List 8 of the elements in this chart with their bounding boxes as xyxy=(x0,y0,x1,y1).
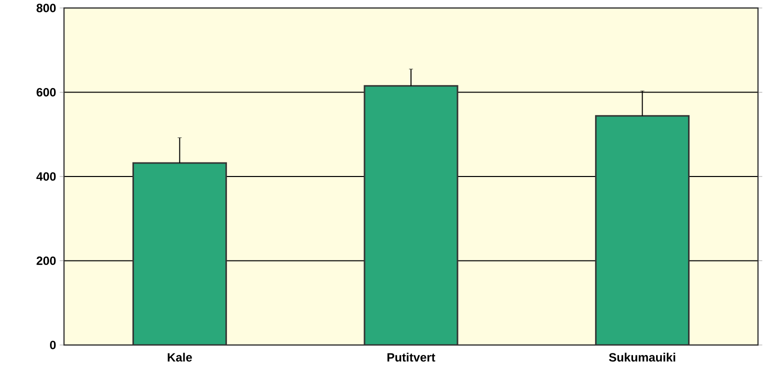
y-tick-label: 0 xyxy=(50,340,56,350)
x-tick-label: Putitvert xyxy=(387,352,436,362)
y-tick-label: 200 xyxy=(36,256,56,265)
y-tick-label: 400 xyxy=(36,172,56,181)
x-tick-label: Kale xyxy=(168,352,192,362)
y-tick-label: 600 xyxy=(36,88,56,96)
y-tick-label: 800 xyxy=(36,4,56,12)
x-tick-label: Sukumauiki xyxy=(609,352,676,362)
